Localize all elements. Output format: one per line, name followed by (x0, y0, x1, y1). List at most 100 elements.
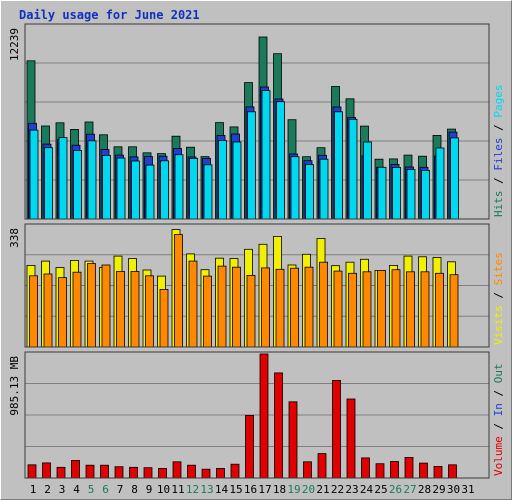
legend-item-files: Files (492, 138, 505, 171)
legend-text: Volume / In / Out (492, 363, 505, 476)
bar-volume-day-10 (158, 467, 167, 479)
bar-volume-day-6 (100, 464, 109, 479)
chart-title: Daily usage for June 2021 (19, 8, 200, 22)
bar-volume-day-16 (245, 414, 254, 479)
x-tick-label: 8 (131, 483, 138, 496)
legend-text: Visits / Sites (492, 252, 505, 345)
bar-sites-day-3 (58, 277, 67, 348)
bar-sites-day-7 (116, 271, 125, 348)
chart-panel-middle: 338 (8, 223, 490, 348)
bar-sites-day-9 (145, 275, 154, 348)
x-tick-label: 11 (171, 483, 184, 496)
x-tick-label: 9 (146, 483, 153, 496)
bar-pages-day-8 (131, 160, 140, 220)
bar-volume-day-5 (85, 464, 95, 479)
legend-separator: / (492, 416, 505, 436)
x-tick-label: 17 (258, 483, 271, 496)
bar-volume-day-12 (187, 464, 196, 479)
x-tick-label: 14 (215, 483, 229, 496)
bar-volume-day-20 (303, 461, 312, 479)
bar-volume-day-22 (332, 379, 341, 479)
bar-sites-day-17 (261, 267, 270, 348)
chart-panel-bottom: 985.13 MB (8, 351, 490, 479)
bar-pages-day-5 (87, 140, 97, 220)
bar-sites-day-15 (232, 266, 241, 348)
bar-sites-day-22 (333, 270, 343, 348)
bar-volume-day-2 (42, 462, 51, 479)
bar-sites-day-19 (290, 267, 299, 348)
legend-panel-2: Visits / Sites (492, 252, 505, 345)
bar-sites-day-28 (420, 271, 430, 348)
bar-volume-day-1 (27, 464, 37, 479)
legend-item-pages: Pages (492, 85, 505, 118)
bar-sites-day-21 (319, 261, 328, 348)
bar-pages-day-27 (406, 169, 416, 220)
bar-pages-day-19 (290, 156, 300, 220)
x-tick-label: 16 (244, 483, 257, 496)
bar-pages-day-18 (276, 101, 285, 220)
bar-pages-day-30 (450, 137, 459, 220)
bar-pages-day-6 (102, 154, 111, 220)
x-tick-label: 5 (88, 483, 95, 496)
bar-sites-day-23 (348, 272, 357, 348)
bar-pages-day-29 (435, 147, 445, 220)
plot-border (24, 351, 490, 479)
y-axis-max-label: 985.13 MB (8, 356, 21, 416)
bar-pages-day-21 (319, 158, 329, 220)
bar-sites-day-8 (130, 271, 140, 348)
bar-sites-day-6 (101, 264, 111, 348)
legend-item-sites: Sites (492, 252, 505, 285)
x-tick-label: 3 (59, 483, 66, 496)
legend-separator: / (492, 383, 505, 403)
bar-pages-day-24 (363, 141, 372, 220)
x-tick-label: 21 (316, 483, 329, 496)
bar-sites-day-20 (304, 266, 314, 348)
bar-sites-day-5 (87, 263, 96, 348)
x-tick-label: 13 (200, 483, 213, 496)
bar-pages-day-22 (334, 111, 343, 220)
bar-volume-day-29 (433, 465, 443, 479)
legend-separator: / (492, 118, 505, 138)
bar-sites-day-10 (159, 288, 169, 348)
bar-sites-day-18 (275, 268, 285, 348)
plot-border (24, 23, 490, 220)
x-tick-label: 7 (117, 483, 124, 496)
bar-sites-day-26 (391, 269, 401, 348)
bar-pages-day-10 (160, 160, 169, 220)
x-tick-label: 26 (389, 483, 402, 496)
x-tick-label: 23 (345, 483, 358, 496)
bar-volume-day-14 (216, 467, 225, 479)
bar-sites-day-1 (29, 275, 38, 348)
x-tick-label: 28 (418, 483, 431, 496)
legend-separator: / (492, 285, 505, 305)
x-tick-label: 18 (273, 483, 286, 496)
bar-pages-day-16 (247, 111, 256, 220)
bar-volume-day-4 (71, 459, 80, 479)
bar-sites-day-24 (362, 271, 372, 348)
bar-volume-day-26 (390, 461, 399, 479)
bar-pages-day-25 (377, 166, 387, 220)
bar-pages-day-13 (203, 164, 213, 220)
bar-sites-day-27 (406, 271, 415, 348)
bar-pages-day-2 (44, 147, 53, 220)
x-tick-label: 15 (229, 483, 242, 496)
x-tick-label: 27 (403, 483, 416, 496)
bar-volume-day-19 (288, 401, 298, 479)
bar-pages-day-26 (392, 166, 401, 220)
x-tick-label: 25 (374, 483, 387, 496)
bar-sites-day-12 (188, 260, 198, 348)
bar-sites-day-4 (72, 271, 82, 348)
bar-sites-day-13 (203, 275, 212, 348)
bar-volume-day-15 (230, 463, 240, 479)
chart-panel-top: 12239 (8, 23, 490, 220)
legend-separator: / (492, 171, 505, 191)
legend-item-hits: Hits (492, 191, 505, 218)
plot-border (24, 223, 490, 348)
bar-volume-day-7 (114, 466, 124, 479)
bar-volume-day-3 (56, 466, 66, 479)
bar-volume-day-30 (448, 464, 457, 479)
x-tick-label: 10 (157, 483, 170, 496)
bar-pages-day-9 (145, 164, 155, 220)
bar-pages-day-7 (116, 157, 126, 220)
